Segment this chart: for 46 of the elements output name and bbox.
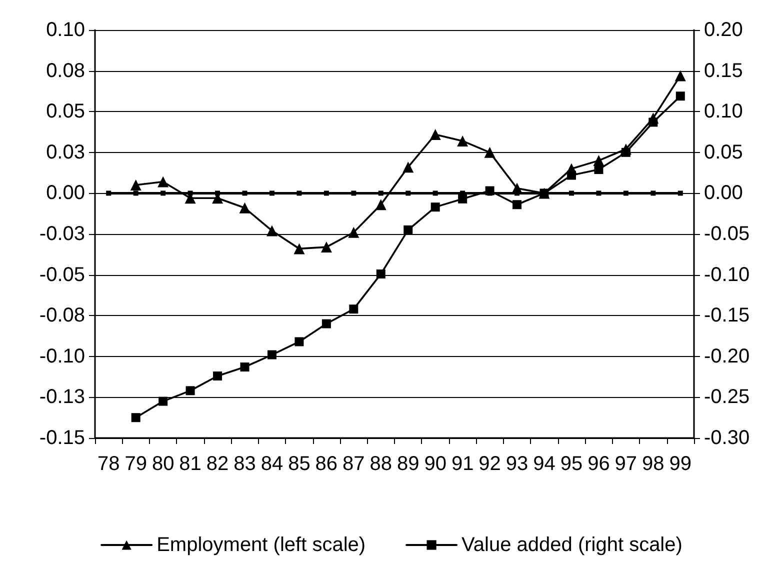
x-tick-label: 84 — [260, 453, 284, 475]
y2-tick-label: -0.20 — [704, 345, 750, 368]
y2-tick-label: -0.05 — [704, 223, 750, 245]
x-tick-label: 95 — [560, 453, 583, 475]
x-tick-label: 78 — [97, 453, 120, 475]
y-tick-label: -0.03 — [39, 223, 85, 245]
y-tick-label: 0.05 — [46, 100, 85, 123]
y-tick-label: -0.15 — [39, 427, 85, 449]
x-tick-label: 82 — [206, 453, 229, 475]
legend-label: Employment (left scale) — [156, 534, 366, 556]
y2-tick-label: 0.10 — [704, 100, 743, 123]
x-tick-label: 85 — [288, 453, 310, 475]
x-tick-label: 81 — [179, 453, 202, 475]
x-tick-label: 98 — [642, 453, 664, 475]
y-tick-label: -0.10 — [39, 345, 85, 368]
x-tick-label: 80 — [152, 453, 174, 475]
y2-tick-label: -0.30 — [704, 427, 750, 449]
y2-tick-label: -0.10 — [704, 264, 750, 286]
y-tick-label: -0.05 — [39, 264, 85, 286]
x-tick-label: 99 — [669, 453, 692, 475]
x-tick-label: 94 — [533, 453, 556, 475]
y2-tick-label: 0.15 — [704, 60, 743, 82]
x-tick-label: 86 — [315, 453, 338, 475]
x-tick-label: 83 — [234, 453, 256, 475]
x-tick-label: 89 — [396, 453, 420, 475]
y2-tick-label: -0.25 — [704, 386, 750, 408]
legend-label: Value added (right scale) — [462, 534, 682, 556]
y2-tick-label: 0.05 — [704, 141, 743, 164]
x-tick-label: 79 — [124, 453, 147, 475]
x-tick-label: 87 — [342, 453, 365, 475]
x-tick-label: 90 — [424, 453, 446, 475]
y2-tick-label: 0.00 — [704, 182, 743, 204]
y-tick-label: 0.00 — [46, 182, 85, 204]
y-tick-label: 0.10 — [46, 19, 85, 41]
x-tick-label: 92 — [478, 453, 501, 475]
y-tick-label: -0.08 — [39, 304, 85, 327]
y-tick-label: -0.13 — [39, 386, 85, 408]
x-tick-label: 91 — [451, 453, 474, 475]
y2-tick-label: 0.20 — [704, 19, 743, 41]
y-tick-label: 0.03 — [46, 141, 85, 164]
y-tick-label: 0.08 — [46, 60, 85, 82]
y2-tick-label: -0.15 — [704, 304, 750, 327]
x-tick-label: 96 — [588, 453, 610, 475]
x-tick-label: 97 — [614, 453, 638, 475]
x-tick-label: 93 — [506, 453, 528, 475]
x-tick-label: 88 — [370, 453, 392, 475]
